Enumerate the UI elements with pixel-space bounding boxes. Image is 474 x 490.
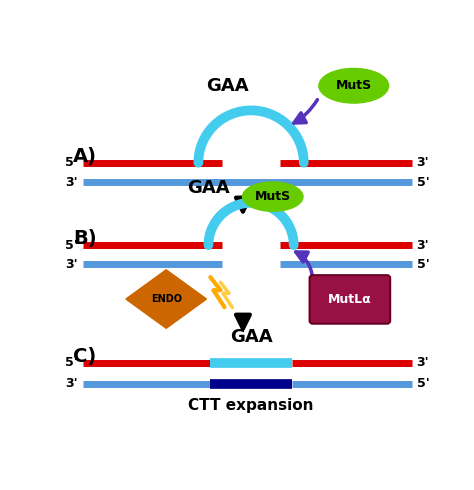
Text: 3': 3' bbox=[65, 377, 78, 390]
Text: C): C) bbox=[73, 347, 96, 367]
Text: 5': 5' bbox=[417, 258, 429, 271]
Text: 5': 5' bbox=[65, 356, 78, 369]
Text: 5': 5' bbox=[417, 175, 429, 189]
Text: B): B) bbox=[73, 229, 97, 248]
Text: 3': 3' bbox=[417, 156, 429, 169]
Text: A): A) bbox=[73, 147, 97, 166]
FancyBboxPatch shape bbox=[310, 275, 390, 324]
Text: 5': 5' bbox=[65, 239, 78, 252]
Text: 5': 5' bbox=[417, 377, 429, 390]
Text: ENDO: ENDO bbox=[151, 294, 182, 304]
Text: MutS: MutS bbox=[336, 79, 372, 92]
Text: 3': 3' bbox=[417, 356, 429, 369]
Text: 3': 3' bbox=[65, 258, 78, 271]
Text: MutLα: MutLα bbox=[328, 293, 372, 306]
Text: GAA: GAA bbox=[207, 77, 249, 95]
Text: GAA: GAA bbox=[187, 179, 230, 196]
Polygon shape bbox=[126, 270, 207, 328]
Ellipse shape bbox=[319, 69, 389, 103]
Text: CTT expansion: CTT expansion bbox=[188, 397, 314, 413]
Text: GAA: GAA bbox=[230, 328, 273, 346]
Ellipse shape bbox=[243, 182, 303, 211]
Text: 3': 3' bbox=[417, 239, 429, 252]
Text: 3': 3' bbox=[65, 175, 78, 189]
Text: 5': 5' bbox=[65, 156, 78, 169]
Text: MutS: MutS bbox=[255, 190, 291, 203]
